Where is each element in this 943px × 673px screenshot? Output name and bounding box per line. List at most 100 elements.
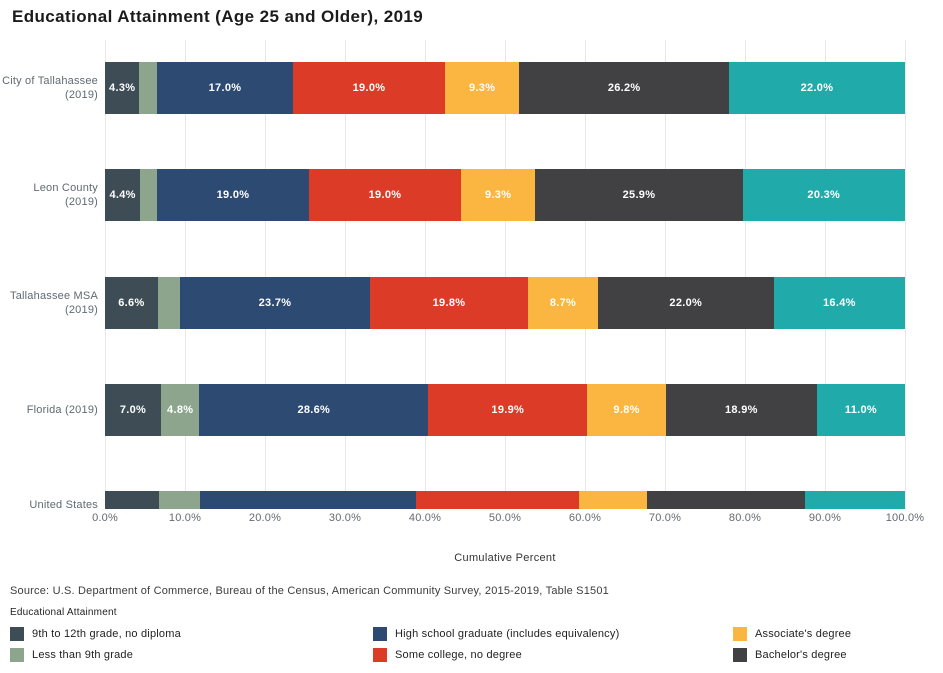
segment-value-label: 20.3% [807, 189, 841, 201]
bar-segment[interactable]: 9.8% [587, 384, 666, 436]
bar-segment[interactable]: 11.0% [816, 384, 905, 436]
segment-value-label: 16.4% [823, 297, 856, 309]
legend-item-associates-degree[interactable]: Associate's degree [733, 623, 851, 644]
bar-segment[interactable] [157, 277, 181, 329]
gridline [425, 40, 426, 509]
bar-segment[interactable]: 18.9% [665, 384, 817, 436]
legend-column-2: High school graduate (includes equivalen… [373, 623, 619, 665]
segment-value-label: 17.0% [208, 82, 242, 94]
gridline [825, 40, 826, 509]
segment-value-label: 7.0% [119, 404, 147, 416]
y-axis-label-united-states: United States [0, 491, 98, 509]
legend-swatch-icon [10, 626, 24, 641]
bar-segment[interactable]: 25.9% [535, 169, 743, 221]
bar-segment[interactable]: 19.0% [292, 62, 445, 114]
legend-item-label: Bachelor's degree [755, 648, 847, 661]
x-tick-label: 50.0% [488, 512, 522, 524]
x-tick-label: 80.0% [728, 512, 762, 524]
bar-segment[interactable]: 4.3% [105, 62, 140, 114]
bar-segment[interactable]: 22.0% [728, 62, 905, 114]
x-tick-label: 70.0% [648, 512, 682, 524]
bar-segment[interactable]: 9.3% [444, 62, 520, 114]
bar-segment[interactable]: 19.0% [156, 169, 309, 221]
legend-item-some-college[interactable]: Some college, no degree [373, 644, 619, 665]
bar-segment[interactable]: 6.6% [105, 277, 158, 329]
bar-segment[interactable]: 20.3% [742, 169, 905, 221]
gridline [905, 40, 906, 509]
bar-segment[interactable] [804, 491, 905, 509]
bar-segment[interactable]: 19.9% [428, 384, 588, 436]
bar-segment[interactable] [140, 169, 157, 221]
y-axis-label-leon-county: Leon County (2019) [0, 169, 98, 221]
x-tick-label: 100.0% [885, 512, 925, 524]
legend-swatch-icon [733, 626, 747, 641]
segment-value-label: 8.7% [549, 297, 577, 309]
y-axis-label-tallahassee-msa: Tallahassee MSA (2019) [0, 277, 98, 329]
segment-value-label: 9.3% [469, 82, 496, 94]
stacked-bar-tallahassee-msa: 6.6% 23.7% 19.8% 8.7% 22.0% 16.4% [105, 277, 905, 329]
bar-segment[interactable]: 7.0% [105, 384, 161, 436]
legend-item-label: 9th to 12th grade, no diploma [32, 627, 181, 640]
legend-item-bachelors-degree[interactable]: Bachelor's degree [733, 644, 851, 665]
legend-item-9th-to-12th[interactable]: 9th to 12th grade, no diploma [10, 623, 181, 644]
segment-value-label: 11.0% [844, 404, 877, 416]
chart-title: Educational Attainment (Age 25 and Older… [12, 7, 424, 26]
legend-swatch-icon [373, 647, 387, 662]
bar-segment[interactable]: 22.0% [597, 277, 774, 329]
bar-segment[interactable]: 26.2% [519, 62, 729, 114]
segment-value-label: 19.0% [352, 82, 386, 94]
bar-segment[interactable] [139, 62, 157, 114]
gridline [745, 40, 746, 509]
x-tick-label: 20.0% [248, 512, 282, 524]
legend-item-high-school-graduate[interactable]: High school graduate (includes equivalen… [373, 623, 619, 644]
bar-segment[interactable]: 19.0% [308, 169, 461, 221]
gridline [505, 40, 506, 509]
segment-value-label: 9.3% [485, 189, 512, 201]
x-axis-ticks: 0.0% 10.0% 20.0% 30.0% 40.0% 50.0% 60.0% 70.0% 8… [0, 512, 943, 528]
legend-column-1: 9th to 12th grade, no diploma Less than … [10, 623, 181, 665]
bar-segment[interactable]: 28.6% [199, 384, 429, 436]
bar-segment[interactable]: 4.4% [105, 169, 141, 221]
x-tick-label: 60.0% [568, 512, 602, 524]
segment-value-label: 22.0% [669, 297, 703, 309]
gridline [665, 40, 666, 509]
bar-segment[interactable]: 4.8% [161, 384, 200, 436]
segment-value-label: 19.0% [368, 189, 402, 201]
segment-value-label: 4.3% [109, 82, 136, 94]
segment-value-label: 22.0% [800, 82, 834, 94]
legend-item-label: High school graduate (includes equivalen… [395, 627, 620, 640]
legend-item-label: Associate's degree [755, 627, 852, 640]
bar-segment[interactable]: 23.7% [180, 277, 370, 329]
y-axis-label-line: City of Tallahassee [2, 75, 98, 87]
gridline [265, 40, 266, 509]
x-axis-title: Cumulative Percent [454, 552, 556, 564]
gridline [185, 40, 186, 509]
legend-column-3: Associate's degree Bachelor's degree [733, 623, 851, 665]
y-axis-label-line: Leon County [33, 182, 98, 194]
y-axis-label-florida: Florida (2019) [0, 384, 98, 436]
legend-title: Educational Attainment [10, 607, 117, 618]
y-axis-label-line: (2019) [65, 304, 98, 316]
bar-segment[interactable] [200, 491, 417, 509]
legend-item-label: Less than 9th grade [32, 648, 134, 661]
legend-swatch-icon [733, 647, 747, 662]
bar-segment[interactable]: 16.4% [773, 277, 905, 329]
legend-item-less-than-9th[interactable]: Less than 9th grade [10, 644, 181, 665]
bar-segment[interactable]: 9.3% [460, 169, 536, 221]
x-tick-label: 30.0% [328, 512, 362, 524]
bar-segment[interactable] [646, 491, 805, 509]
bar-segment[interactable]: 17.0% [156, 62, 293, 114]
bar-segment[interactable] [416, 491, 580, 509]
segment-value-label: 4.4% [109, 189, 136, 201]
bar-segment[interactable] [579, 491, 647, 509]
x-tick-label: 40.0% [408, 512, 442, 524]
bar-segment[interactable] [158, 491, 201, 509]
y-axis-label-line: Tallahassee MSA [10, 290, 98, 302]
gridline [345, 40, 346, 509]
bar-segment[interactable]: 8.7% [528, 277, 598, 329]
bar-segment[interactable] [105, 491, 159, 509]
segment-value-label: 9.8% [613, 404, 640, 416]
x-tick-label: 90.0% [808, 512, 842, 524]
segment-value-label: 4.8% [167, 404, 194, 416]
bar-segment[interactable]: 19.8% [369, 277, 529, 329]
